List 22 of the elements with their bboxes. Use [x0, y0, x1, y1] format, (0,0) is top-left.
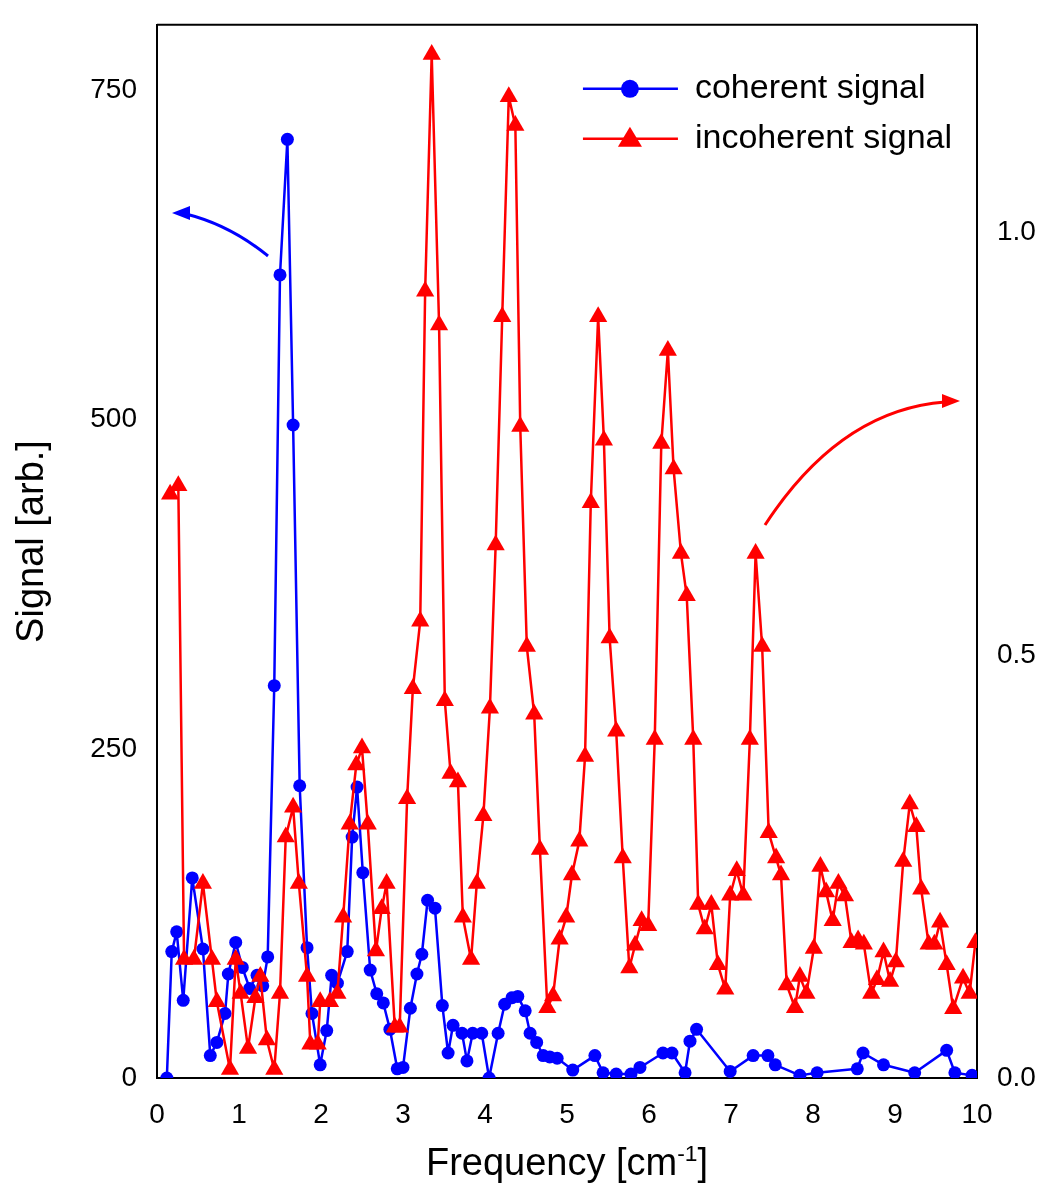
x-tick-label: 3 — [395, 1097, 411, 1129]
y-tick-label: 750 — [90, 73, 137, 105]
y2-tick-label: 0.5 — [997, 637, 1036, 669]
y2-tick-label: 0.0 — [997, 1060, 1036, 1092]
y-tick-label: 500 — [90, 402, 137, 434]
y-tick-label: 0 — [121, 1060, 137, 1092]
y2-tick-label: 1.0 — [997, 214, 1036, 246]
x-tick-label: 5 — [559, 1097, 575, 1129]
x-tick-label: 10 — [961, 1097, 993, 1129]
x-tick-label: 6 — [641, 1097, 657, 1129]
y-tick-label: 250 — [90, 731, 137, 763]
legend-label: incoherent signal — [694, 117, 952, 156]
x-axis-title: Frequency [cm$^{-1}$] — [424, 1140, 710, 1184]
x-tick-label: 9 — [887, 1097, 903, 1129]
x-tick-label: 2 — [313, 1097, 329, 1129]
y-axis-title: Signal [arb.] — [8, 439, 52, 645]
x-tick-label: 0 — [149, 1097, 165, 1129]
legend-label: coherent signal — [694, 67, 926, 106]
x-tick-label: 1 — [231, 1097, 247, 1129]
x-tick-label: 8 — [805, 1097, 821, 1129]
x-tick-label: 4 — [477, 1097, 493, 1129]
x-tick-label: 7 — [723, 1097, 739, 1129]
